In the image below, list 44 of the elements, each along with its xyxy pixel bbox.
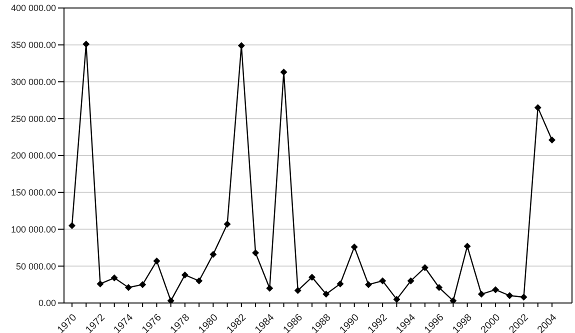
point [224,220,231,228]
y-tick-label: 200 000.00 [10,150,56,161]
y-tick-label: 300 000.00 [10,76,56,87]
point [506,292,514,300]
point [124,284,132,292]
point [421,264,428,272]
point [436,284,443,292]
y-tick-label: 250 000.00 [10,114,56,124]
point [68,222,76,230]
point [364,281,372,288]
y-tick-label: 0.00 [38,298,56,308]
point [252,249,260,256]
point [308,274,316,281]
point [478,290,485,298]
y-tick-label: 150 000.00 [10,188,56,198]
point [181,271,188,278]
point [407,277,414,284]
point [153,257,160,264]
point [350,243,358,250]
point [322,290,330,298]
point [450,297,457,303]
y-tick-label: 350 000.00 [10,40,56,50]
point [336,280,344,288]
y-tick-label: 50 000.00 [16,261,56,272]
point [379,277,386,284]
point [548,136,556,144]
point [82,40,90,48]
y-tick-label: 400 000.00 [10,3,56,14]
point [210,250,217,258]
point [167,297,174,303]
point [96,280,104,288]
point [520,294,528,301]
point [238,42,245,50]
point [280,68,288,76]
y-tick-label: 100 000.00 [10,224,56,234]
point [110,274,118,282]
point [196,277,203,284]
point [534,104,542,112]
point [266,284,274,292]
point [393,296,400,303]
point [294,286,302,294]
point [492,286,500,294]
point [139,281,146,288]
point [464,242,471,250]
